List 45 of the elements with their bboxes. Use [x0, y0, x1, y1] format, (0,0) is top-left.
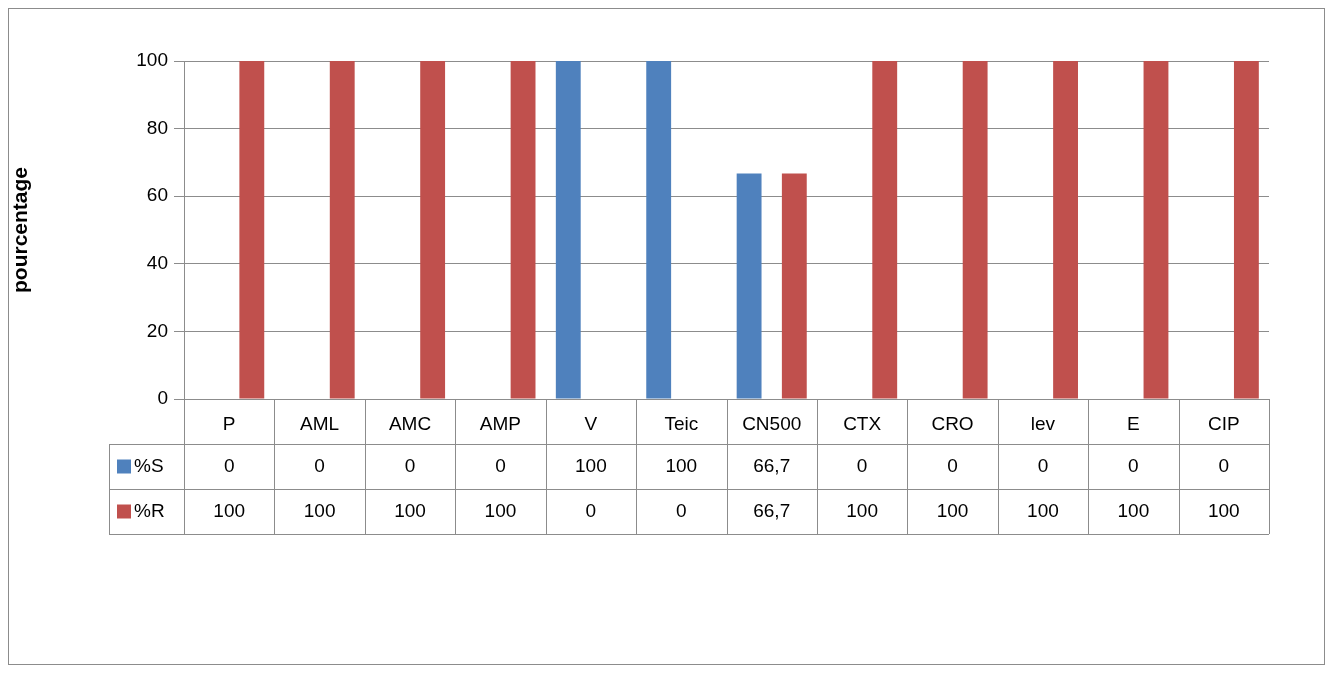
x-tick-label: E — [1127, 412, 1140, 434]
x-tick-label: Teic — [664, 412, 699, 434]
x-tick-label: CN500 — [742, 412, 802, 434]
data-label: 0 — [314, 454, 325, 476]
y-tick-label: 60 — [146, 184, 168, 206]
data-label: 0 — [947, 454, 958, 476]
data-label: 100 — [575, 454, 607, 476]
data-label: 0 — [676, 499, 687, 521]
x-tick-label: AML — [300, 412, 340, 434]
legend-label: %S — [134, 454, 164, 476]
x-tick-label: AMP — [479, 412, 522, 434]
data-label: 0 — [495, 454, 506, 476]
data-label: 0 — [223, 454, 235, 476]
y-tick-label: 80 — [146, 116, 168, 138]
y-tick-label: 100 — [136, 49, 168, 71]
data-label: 66,7 — [753, 454, 791, 476]
data-label: 100 — [846, 499, 878, 521]
data-label: 100 — [1207, 499, 1240, 521]
data-label: 66,7 — [753, 499, 791, 521]
data-label: 100 — [1117, 499, 1150, 521]
x-tick-label: V — [584, 412, 598, 434]
y-tick-label: 0 — [157, 387, 168, 409]
y-axis-title: pourcentage — [8, 166, 32, 294]
data-label: 0 — [1037, 454, 1049, 476]
x-tick-label: lev — [1030, 412, 1056, 434]
x-tick-label: CIP — [1207, 412, 1240, 434]
data-label: 100 — [394, 499, 426, 521]
data-label: 100 — [665, 454, 698, 476]
x-tick-label: CTX — [843, 412, 882, 434]
data-label: 0 — [404, 454, 416, 476]
data-label: 0 — [1128, 454, 1139, 476]
legend-label: %R — [134, 499, 165, 521]
data-label: 100 — [213, 499, 246, 521]
y-tick-label: 40 — [146, 252, 168, 274]
data-label: 100 — [484, 499, 517, 521]
x-tick-label: P — [222, 412, 236, 434]
data-label: 100 — [303, 499, 336, 521]
data-label: 100 — [1027, 499, 1059, 521]
data-label: 0 — [856, 454, 868, 476]
y-tick-label: 20 — [146, 319, 168, 341]
x-tick-label: CRO — [931, 412, 974, 434]
data-label: 0 — [585, 499, 597, 521]
data-label: 100 — [936, 499, 969, 521]
x-tick-label: AMC — [388, 412, 432, 434]
data-label: 0 — [1218, 454, 1230, 476]
